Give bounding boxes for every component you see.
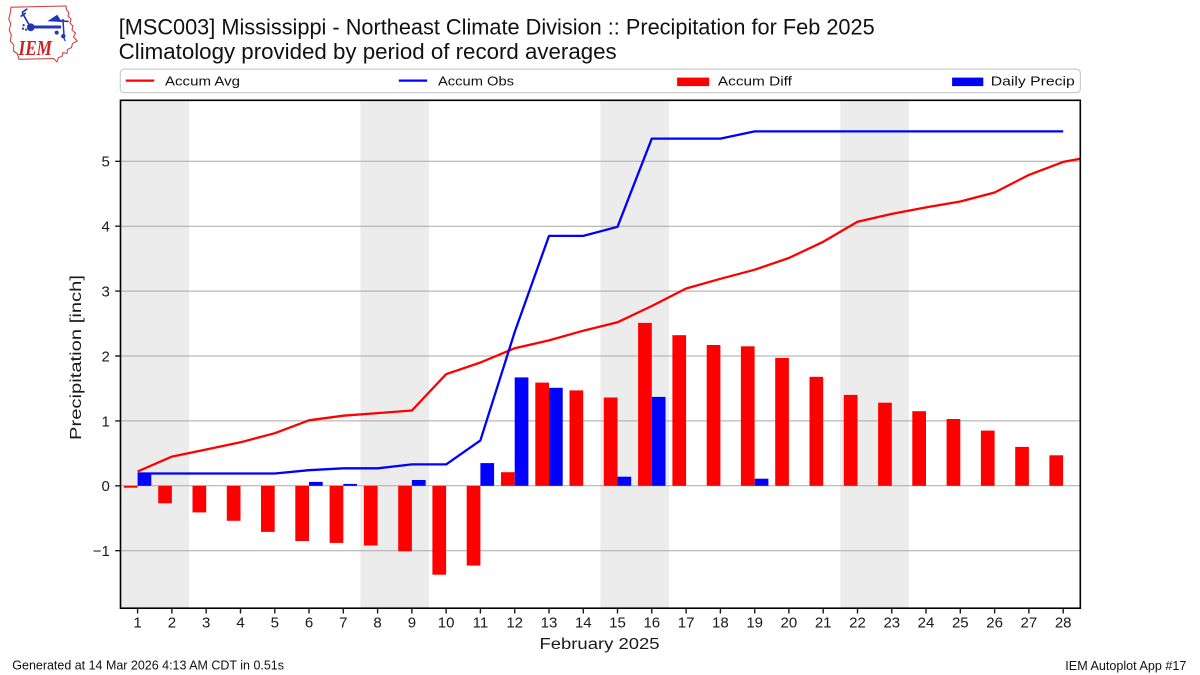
svg-text:28: 28 <box>1055 615 1072 632</box>
svg-text:5: 5 <box>101 154 109 171</box>
svg-text:IEM: IEM <box>18 36 53 60</box>
svg-text:25: 25 <box>952 615 969 632</box>
svg-text:Daily Precip: Daily Precip <box>991 74 1075 89</box>
svg-text:13: 13 <box>541 615 558 632</box>
svg-text:3: 3 <box>101 284 109 301</box>
svg-text:1: 1 <box>133 615 141 632</box>
svg-text:7: 7 <box>339 615 347 632</box>
svg-text:4: 4 <box>101 219 109 236</box>
svg-text:8: 8 <box>373 615 381 632</box>
svg-text:5: 5 <box>271 615 279 632</box>
svg-text:14: 14 <box>575 615 592 632</box>
svg-text:22: 22 <box>849 615 866 632</box>
svg-text:20: 20 <box>781 615 798 632</box>
svg-text:[MSC003] Mississippi - Northea: [MSC003] Mississippi - Northeast Climate… <box>119 15 875 40</box>
svg-text:12: 12 <box>506 615 523 632</box>
svg-text:1: 1 <box>101 413 109 430</box>
svg-text:Accum Avg: Accum Avg <box>165 74 240 89</box>
svg-text:6: 6 <box>305 615 313 632</box>
svg-text:24: 24 <box>918 615 935 632</box>
svg-text:17: 17 <box>678 615 695 632</box>
svg-text:Accum Diff: Accum Diff <box>718 74 793 89</box>
svg-text:27: 27 <box>1021 615 1038 632</box>
svg-text:10: 10 <box>438 615 455 632</box>
svg-text:26: 26 <box>986 615 1003 632</box>
svg-text:9: 9 <box>408 615 416 632</box>
svg-text:16: 16 <box>643 615 660 632</box>
svg-text:February 2025: February 2025 <box>540 636 660 653</box>
svg-text:2: 2 <box>101 348 109 365</box>
svg-text:0: 0 <box>101 478 109 495</box>
svg-text:2: 2 <box>168 615 176 632</box>
svg-text:11: 11 <box>473 615 489 632</box>
svg-text:23: 23 <box>883 615 900 632</box>
svg-text:Precipitation [inch]: Precipitation [inch] <box>68 275 85 440</box>
svg-text:−1: −1 <box>93 543 110 560</box>
svg-text:Generated at 14 Mar 2026 4:13: Generated at 14 Mar 2026 4:13 AM CDT in … <box>12 657 284 672</box>
svg-text:19: 19 <box>746 615 763 632</box>
svg-text:IEM Autoplot App #17: IEM Autoplot App #17 <box>1065 658 1186 673</box>
svg-text:15: 15 <box>609 615 626 632</box>
svg-text:Climatology provided by period: Climatology provided by period of record… <box>119 39 617 64</box>
svg-text:18: 18 <box>712 615 729 632</box>
svg-text:4: 4 <box>236 615 244 632</box>
svg-text:21: 21 <box>815 615 832 632</box>
svg-text:3: 3 <box>202 615 210 632</box>
svg-text:Accum Obs: Accum Obs <box>438 74 514 89</box>
